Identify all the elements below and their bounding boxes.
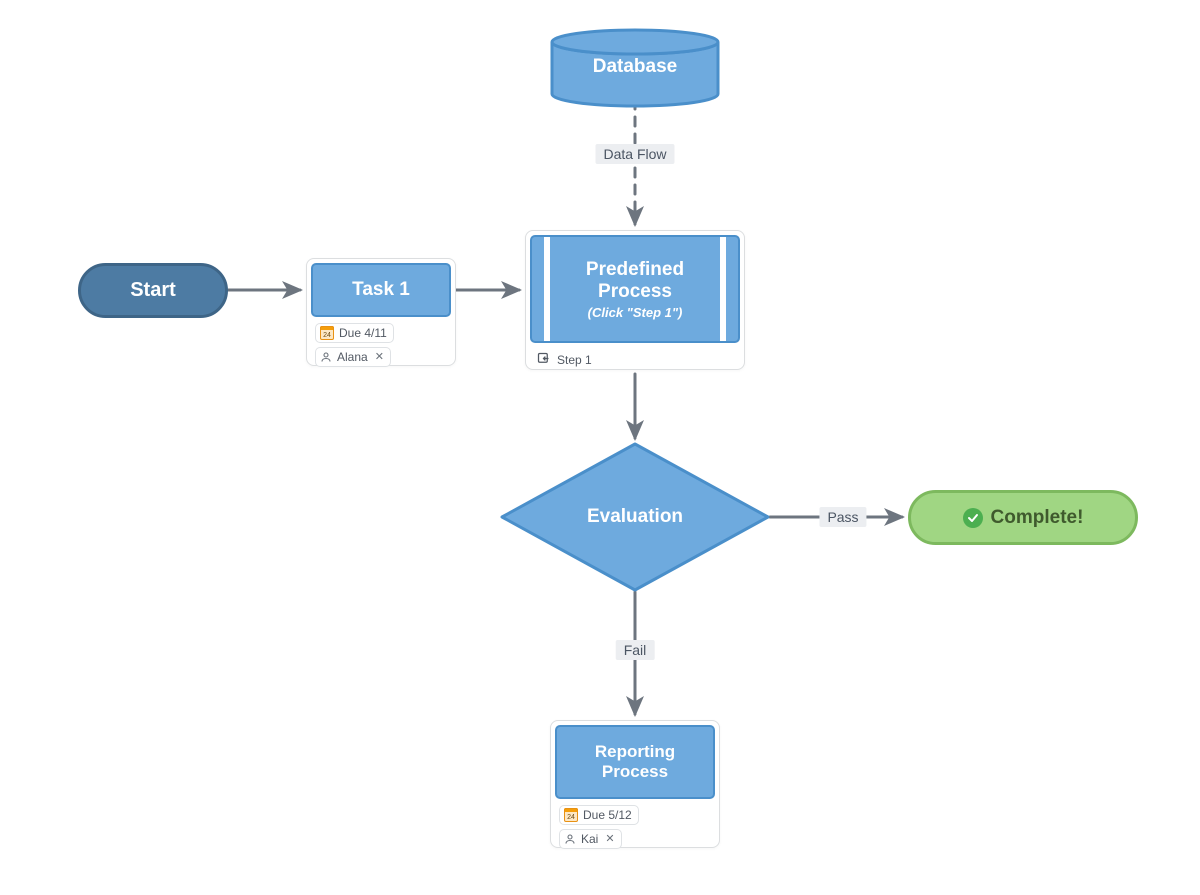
predef-title-l1: Predefined bbox=[586, 259, 684, 281]
edge-label-db-predef: Data Flow bbox=[595, 144, 674, 164]
step-link-icon bbox=[536, 351, 551, 369]
evaluation-node[interactable]: Evaluation bbox=[500, 442, 770, 592]
complete-node[interactable]: Complete! bbox=[908, 490, 1138, 545]
database-label: Database bbox=[550, 56, 720, 78]
reporting-due-text: Due 5/12 bbox=[583, 807, 632, 823]
predef-step-label: Step 1 bbox=[557, 353, 592, 367]
start-label: Start bbox=[130, 279, 176, 302]
edge-label-eval-complete: Pass bbox=[819, 507, 866, 527]
check-circle-icon bbox=[963, 508, 983, 528]
calendar-icon bbox=[564, 808, 578, 822]
evaluation-label: Evaluation bbox=[587, 506, 683, 528]
task1-due-text: Due 4/11 bbox=[339, 325, 387, 341]
predefined-process-node[interactable]: Predefined Process (Click "Step 1") Step… bbox=[525, 230, 745, 370]
task1-node[interactable]: Task 1 Due 4/11 Alana ✕ bbox=[306, 258, 456, 366]
reporting-header: Reporting Process bbox=[555, 725, 715, 799]
reporting-node[interactable]: Reporting Process Due 5/12 Kai ✕ bbox=[550, 720, 720, 848]
predef-title: Predefined Process bbox=[586, 259, 684, 303]
task1-assignee-text: Alana bbox=[337, 349, 368, 365]
start-node[interactable]: Start bbox=[78, 263, 228, 318]
edge-label-eval-reporting: Fail bbox=[616, 640, 655, 660]
remove-assignee-icon[interactable]: ✕ bbox=[375, 349, 384, 365]
task1-due-tag[interactable]: Due 4/11 bbox=[315, 323, 394, 343]
predef-step-row[interactable]: Step 1 bbox=[530, 343, 740, 373]
predef-right-bar bbox=[720, 237, 726, 341]
calendar-icon bbox=[320, 326, 334, 340]
reporting-title-l1: Reporting bbox=[595, 742, 675, 762]
reporting-tags: Due 5/12 Kai ✕ bbox=[555, 799, 715, 853]
predef-title-l2: Process bbox=[586, 281, 684, 303]
person-icon bbox=[320, 351, 332, 363]
predef-left-bar bbox=[544, 237, 550, 341]
reporting-assignee-text: Kai bbox=[581, 831, 598, 847]
task1-title: Task 1 bbox=[352, 279, 410, 302]
person-icon bbox=[564, 833, 576, 845]
task1-tags: Due 4/11 Alana ✕ bbox=[311, 317, 451, 371]
task1-header: Task 1 bbox=[311, 263, 451, 317]
database-node[interactable]: Database bbox=[550, 28, 720, 96]
complete-label: Complete! bbox=[991, 507, 1084, 529]
task1-assignee-tag[interactable]: Alana ✕ bbox=[315, 347, 391, 367]
reporting-title-l2: Process bbox=[602, 762, 668, 782]
reporting-assignee-tag[interactable]: Kai ✕ bbox=[559, 829, 622, 849]
predef-subtitle: (Click "Step 1") bbox=[588, 305, 683, 320]
reporting-due-tag[interactable]: Due 5/12 bbox=[559, 805, 639, 825]
predef-header: Predefined Process (Click "Step 1") bbox=[530, 235, 740, 343]
remove-assignee-icon[interactable]: ✕ bbox=[605, 831, 614, 847]
